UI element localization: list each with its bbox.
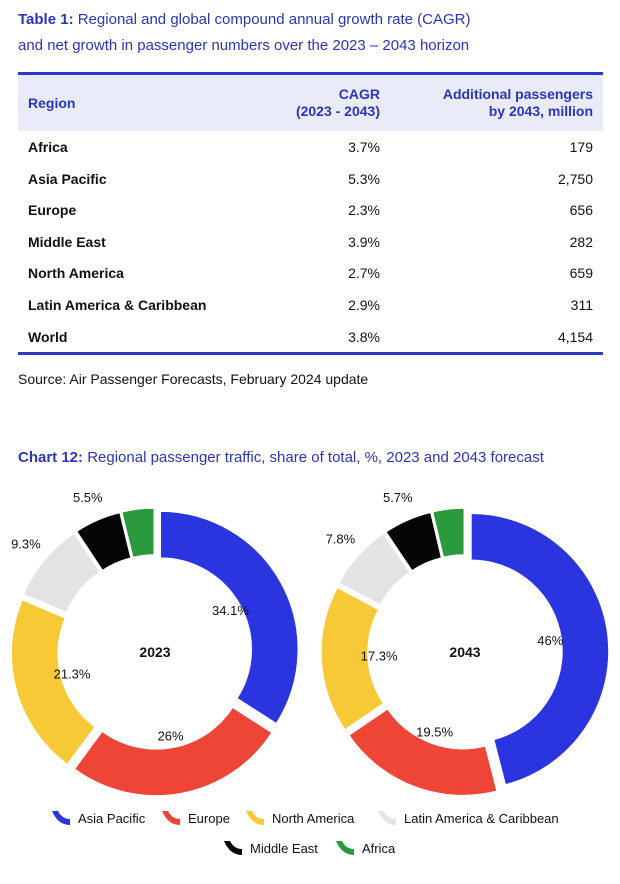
- table-row: Latin America & Caribbean 2.9% 311: [18, 289, 603, 321]
- legend-swatch-shape: [224, 841, 242, 855]
- donut-center-label: 2023: [139, 644, 170, 660]
- legend-swatch-shape: [378, 811, 396, 825]
- cell-region: Middle East: [28, 233, 106, 250]
- header-cagr-line2: (2023 - 2043): [295, 103, 380, 119]
- header-cagr-line1: CAGR: [338, 86, 380, 102]
- legend-swatch: [246, 811, 264, 825]
- cell-region: Latin America & Caribbean: [28, 296, 207, 313]
- donut-slice: [120, 507, 156, 559]
- chart-title: Chart 12: Regional passenger traffic, sh…: [18, 449, 544, 466]
- donut-slice: [320, 586, 385, 731]
- table-row: North America 2.7% 659: [18, 257, 603, 289]
- legend-swatch: [378, 811, 396, 825]
- cell-cagr: 3.8%: [348, 328, 380, 345]
- legend-label: Africa: [362, 841, 396, 856]
- cell-region: Africa: [28, 139, 68, 155]
- slice-data-label: 7.8%: [326, 531, 356, 546]
- cell-cagr: 5.3%: [348, 170, 380, 187]
- table-top-rule: [18, 72, 603, 75]
- table-row: Asia Pacific 5.3% 2,750: [18, 163, 603, 195]
- cell-additional: 656: [569, 202, 593, 219]
- legend-swatch-shape: [52, 811, 70, 825]
- table-title-line1: Regional and global compound annual grow…: [77, 11, 471, 28]
- table-title-label: Table 1:: [18, 11, 74, 28]
- cell-region: Europe: [28, 202, 77, 219]
- slice-data-label: 34.1%: [212, 603, 249, 618]
- cell-cagr: 3.9%: [348, 233, 380, 250]
- donut-slice: [159, 510, 299, 725]
- header-region: Region: [28, 95, 76, 111]
- table-header: Region CAGR (2023 - 2043) Additional pas…: [18, 75, 603, 131]
- header-additional-line2: by 2043, million: [488, 103, 593, 119]
- legend-label: Middle East: [250, 841, 318, 856]
- slice-data-label: 9.3%: [11, 537, 41, 552]
- chart-title-text: Regional passenger traffic, share of tot…: [87, 449, 544, 466]
- donut-slice: [470, 512, 610, 786]
- donut-slice: [73, 706, 274, 797]
- slice-data-label: 5.5%: [73, 490, 103, 505]
- donut-chart-2023: 34.1% 26% 21.3% 9.3% 5.5% 3.8% 2023: [10, 490, 299, 797]
- chart-title-label: Chart 12:: [18, 449, 84, 466]
- slice-data-label: 46%: [537, 633, 563, 648]
- header-cagr: CAGR (2023 - 2043): [296, 86, 380, 120]
- slice-data-label: 5.7%: [383, 490, 413, 505]
- table-row: World 3.8% 4,154: [18, 321, 603, 353]
- cell-cagr: 2.7%: [348, 265, 380, 282]
- table-bottom-rule: [18, 352, 603, 356]
- slice-data-label: 3.7%: [431, 490, 461, 492]
- cell-cagr: 2.3%: [348, 202, 380, 219]
- table-body: Africa 3.7% 179 Asia Pacific 5.3% 2,750 Euro…: [18, 131, 603, 352]
- donut-slice: [384, 511, 443, 572]
- growth-table: Region CAGR (2023 - 2043) Additional pas…: [18, 72, 603, 356]
- donut-slice: [75, 511, 132, 572]
- slice-data-label: 17.3%: [361, 649, 398, 664]
- slice-data-label: 19.5%: [416, 724, 453, 739]
- legend-label: Asia Pacific: [78, 811, 146, 826]
- cell-additional: 2,750: [557, 170, 593, 187]
- legend-swatch: [336, 841, 354, 855]
- legend-swatch: [224, 841, 242, 855]
- donut-slice: [22, 532, 102, 614]
- legend-swatch-shape: [162, 811, 180, 825]
- legend-swatch: [162, 811, 180, 825]
- legend-label: North America: [272, 811, 355, 826]
- cell-additional: 659: [569, 265, 593, 282]
- table-title-line2: and net growth in passenger numbers over…: [18, 37, 470, 54]
- donut-slice: [347, 707, 499, 797]
- slice-data-label: 21.3%: [54, 667, 91, 682]
- table-row: Africa 3.7% 179: [18, 131, 603, 163]
- donut-center-label: 2043: [449, 644, 480, 660]
- cell-additional: 311: [570, 296, 593, 313]
- cell-cagr: 3.7%: [348, 139, 380, 155]
- legend-label: Europe: [188, 811, 230, 826]
- donut-chart-2043: 46% 19.5% 17.3% 7.8% 5.7% 3.7% 2043: [320, 490, 610, 797]
- donut-slice: [431, 507, 466, 559]
- table-row: Europe 2.3% 656: [18, 194, 603, 226]
- cell-additional: 282: [569, 233, 593, 250]
- cell-region: Asia Pacific: [28, 170, 107, 187]
- cell-region: World: [28, 328, 68, 345]
- cell-additional: 179: [569, 139, 593, 155]
- legend-swatch-shape: [246, 811, 264, 825]
- header-additional-line1: Additional passengers: [442, 86, 593, 102]
- donut-slice: [337, 532, 411, 607]
- legend-swatch-shape: [336, 841, 354, 855]
- legend-swatch: [52, 811, 70, 825]
- table-title: Table 1: Regional and global compound an…: [18, 7, 608, 59]
- legend-label: Latin America & Caribbean: [404, 811, 559, 826]
- donut-slice: [10, 598, 97, 766]
- cell-cagr: 2.9%: [348, 296, 380, 313]
- table-row: Middle East 3.9% 282: [18, 226, 603, 258]
- slice-data-label: 3.8%: [120, 490, 150, 492]
- slice-data-label: 26%: [158, 729, 184, 744]
- cell-region: North America: [28, 265, 124, 282]
- header-additional: Additional passengers by 2043, million: [443, 86, 593, 120]
- cell-additional: 4,154: [557, 328, 593, 345]
- table-source: Source: Air Passenger Forecasts, Februar…: [18, 371, 369, 387]
